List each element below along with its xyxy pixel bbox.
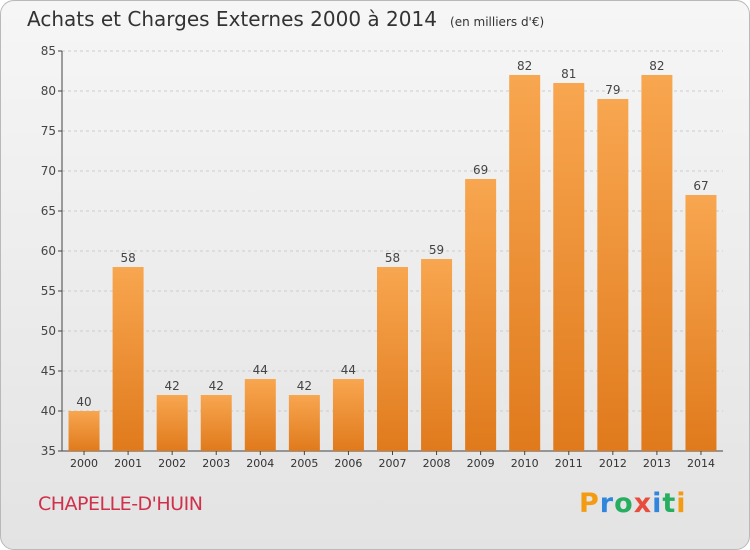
chart-title-block: Achats et Charges Externes 2000 à 2014 (… (27, 7, 544, 31)
x-tick-label: 2012 (599, 457, 627, 470)
bar-value-label: 69 (473, 163, 488, 177)
bar (200, 395, 232, 451)
bar-value-label: 42 (209, 379, 224, 393)
bar-value-label: 59 (429, 243, 444, 257)
x-tick-label: 2005 (290, 457, 318, 470)
bar-value-label: 79 (605, 83, 620, 97)
bar-value-label: 44 (341, 363, 356, 377)
bar-value-label: 42 (297, 379, 312, 393)
logo-letter: r (599, 488, 615, 519)
bar (288, 395, 320, 451)
x-tick-label: 2002 (158, 457, 186, 470)
bar (421, 259, 453, 451)
logo-letter: i (652, 488, 663, 519)
bar-value-label: 58 (120, 251, 135, 265)
bar-value-label: 67 (693, 179, 708, 193)
bar (244, 379, 276, 451)
bar (685, 195, 717, 451)
bar (156, 395, 188, 451)
bar-value-label: 58 (385, 251, 400, 265)
proxiti-logo: Proxiti (579, 488, 687, 519)
bar (68, 411, 100, 451)
x-tick-label: 2009 (467, 457, 495, 470)
x-tick-label: 2003 (202, 457, 230, 470)
y-tick-label: 40 (41, 404, 56, 418)
x-tick-label: 2013 (643, 457, 671, 470)
x-tick-label: 2011 (555, 457, 583, 470)
logo-letter: t (662, 488, 677, 519)
y-tick-label: 65 (41, 204, 56, 218)
bar (465, 179, 497, 451)
bar (597, 99, 629, 451)
x-tick-label: 2004 (246, 457, 274, 470)
bar-value-label: 82 (517, 59, 532, 73)
bar-value-label: 42 (165, 379, 180, 393)
x-tick-label: 2000 (70, 457, 98, 470)
bar (641, 75, 673, 451)
bar-value-label: 44 (253, 363, 268, 377)
x-tick-label: 2007 (379, 457, 407, 470)
x-tick-label: 2008 (423, 457, 451, 470)
logo-letter: x (633, 488, 653, 519)
y-tick-label: 80 (41, 84, 56, 98)
commune-name: CHAPELLE-D'HUIN (38, 493, 203, 515)
x-tick-label: 2014 (687, 457, 715, 470)
chart-title: Achats et Charges Externes 2000 à 2014 (27, 7, 437, 31)
bar (112, 267, 144, 451)
y-tick-label: 35 (41, 444, 56, 458)
bar (332, 379, 364, 451)
bar-value-label: 82 (649, 59, 664, 73)
bar (377, 267, 408, 451)
y-tick-label: 55 (41, 284, 56, 298)
x-tick-label: 2001 (114, 457, 142, 470)
logo-letter: P (579, 488, 600, 519)
bar (509, 75, 541, 451)
bar-value-label: 40 (76, 395, 91, 409)
x-tick-label: 2010 (511, 457, 539, 470)
logo-letter: o (614, 488, 634, 519)
y-tick-label: 60 (41, 244, 56, 258)
logo-letter: i (676, 488, 687, 519)
chart-unit-label: (en milliers d'€) (450, 15, 545, 29)
bar-value-label: 81 (561, 67, 576, 81)
bar (553, 83, 585, 451)
y-tick-label: 70 (41, 164, 56, 178)
y-tick-label: 75 (41, 124, 56, 138)
x-tick-label: 2006 (334, 457, 362, 470)
y-tick-label: 45 (41, 364, 56, 378)
y-tick-label: 85 (41, 44, 56, 58)
y-tick-label: 50 (41, 324, 56, 338)
